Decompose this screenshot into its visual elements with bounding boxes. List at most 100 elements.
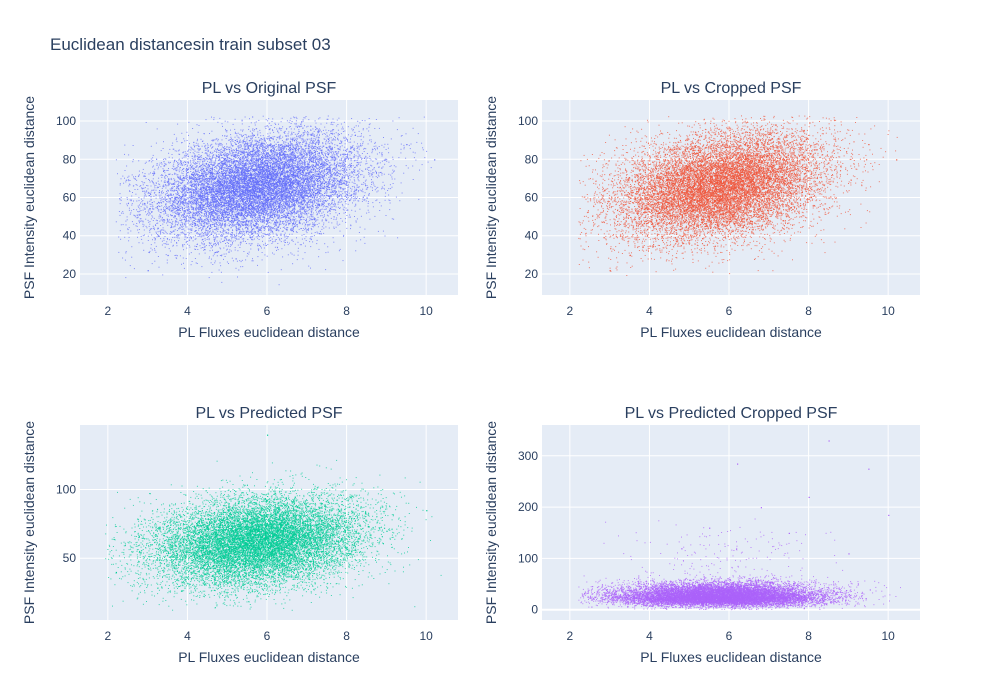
scatter-point: [192, 158, 193, 159]
scatter-point: [167, 221, 168, 222]
scatter-point: [163, 209, 164, 210]
scatter-point: [327, 135, 328, 136]
scatter-point: [316, 162, 317, 163]
scatter-point: [251, 122, 252, 123]
scatter-point: [345, 164, 346, 165]
scatter-point: [281, 241, 282, 242]
scatter-point: [151, 244, 152, 245]
scatter-point: [303, 180, 304, 181]
scatter-point: [369, 118, 370, 119]
y-tick-label: 80: [63, 152, 77, 166]
scatter-point: [294, 129, 295, 130]
scatter-point: [297, 220, 298, 221]
scatter-point: [293, 153, 294, 154]
scatter-point: [156, 223, 157, 224]
scatter-point: [207, 155, 208, 156]
scatter-point: [149, 251, 150, 252]
scatter-point: [232, 153, 233, 154]
x-tick-label: 6: [264, 304, 271, 318]
scatter-point: [289, 210, 290, 211]
scatter-point: [223, 231, 224, 232]
scatter-point: [200, 245, 201, 246]
scatter-point: [352, 202, 353, 203]
scatter-point: [331, 137, 332, 138]
scatter-point: [181, 189, 182, 190]
scatter-point: [293, 222, 294, 223]
scatter-point: [208, 207, 209, 208]
scatter-point: [210, 177, 211, 178]
scatter-point: [216, 158, 217, 159]
scatter-point: [204, 143, 205, 144]
scatter-point: [176, 255, 177, 256]
scatter-point: [200, 184, 201, 185]
scatter-point: [130, 180, 131, 181]
scatter-point: [344, 158, 345, 159]
scatter-point: [175, 255, 176, 256]
scatter-point: [184, 192, 185, 193]
scatter-point: [322, 226, 323, 227]
scatter-point: [309, 200, 310, 201]
scatter-point: [294, 202, 295, 203]
scatter-point: [226, 138, 227, 139]
scatter-point: [392, 187, 393, 188]
scatter-point: [293, 241, 294, 242]
scatter-point: [334, 165, 335, 166]
scatter-point: [317, 201, 318, 202]
scatter-point: [266, 126, 267, 127]
scatter-point: [323, 224, 324, 225]
scatter-point: [331, 218, 332, 219]
scatter-point: [316, 171, 317, 172]
scatter-point: [197, 263, 198, 264]
scatter-point: [311, 192, 312, 193]
scatter-point: [176, 235, 177, 236]
scatter-point: [172, 154, 173, 155]
scatter-point: [174, 217, 175, 218]
scatter-point: [269, 240, 270, 241]
scatter-point: [323, 228, 324, 229]
scatter-point: [354, 193, 355, 194]
scatter-point: [194, 187, 195, 188]
scatter-point: [357, 185, 358, 186]
scatter-point: [145, 194, 146, 195]
scatter-point: [209, 133, 210, 134]
scatter-point: [177, 200, 178, 201]
scatter-point: [323, 155, 324, 156]
scatter-point: [355, 200, 356, 201]
scatter-point: [137, 226, 138, 227]
scatter-point: [206, 164, 207, 165]
scatter-point: [320, 184, 321, 185]
scatter-point: [246, 145, 247, 146]
scatter-point: [192, 226, 193, 227]
scatter-point: [173, 207, 174, 208]
scatter-point: [295, 225, 296, 226]
scatter-point: [239, 199, 240, 200]
scatter-point: [160, 234, 161, 235]
scatter-point: [290, 191, 291, 192]
scatter-point: [166, 170, 167, 171]
scatter-point: [206, 153, 207, 154]
scatter-point: [226, 245, 227, 246]
scatter-point: [150, 206, 151, 207]
scatter-point: [392, 157, 393, 158]
scatter-point: [188, 211, 189, 212]
scatter-point: [401, 182, 402, 183]
scatter-point: [245, 215, 246, 216]
scatter-point: [284, 228, 285, 229]
scatter-point: [136, 223, 137, 224]
scatter-point: [359, 186, 360, 187]
scatter-point: [185, 226, 186, 227]
scatter-point: [144, 196, 145, 197]
scatter-point: [353, 171, 354, 172]
scatter-point: [337, 159, 338, 160]
scatter-point: [306, 236, 307, 237]
scatter-point: [287, 120, 288, 121]
scatter-point: [172, 190, 173, 191]
scatter-point: [326, 141, 327, 142]
scatter-point: [303, 132, 304, 133]
scatter-point: [313, 226, 314, 227]
scatter-point: [159, 221, 160, 222]
scatter-point: [280, 220, 281, 221]
scatter-point: [291, 139, 292, 140]
scatter-point: [307, 204, 308, 205]
scatter-point: [299, 188, 300, 189]
